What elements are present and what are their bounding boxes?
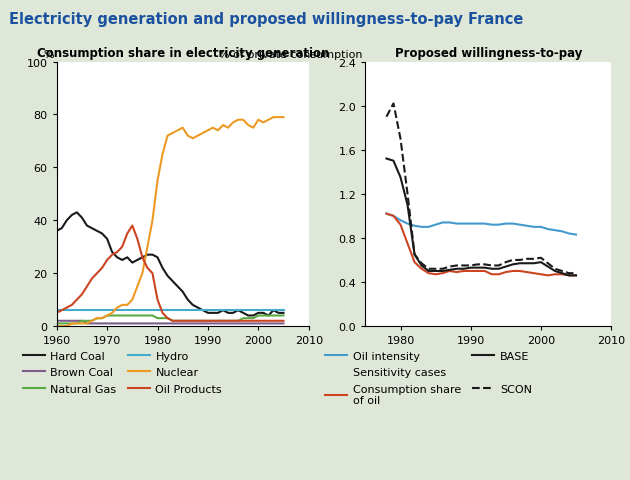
Text: % of private consumption: % of private consumption <box>219 50 363 60</box>
Title: Proposed willingness-to-pay: Proposed willingness-to-pay <box>394 47 582 60</box>
Legend: Oil intensity, Sensitivity cases, Consumption share
of oil, BASE, , SCON: Oil intensity, Sensitivity cases, Consum… <box>321 347 536 410</box>
Text: Electricity generation and proposed willingness-to-pay France: Electricity generation and proposed will… <box>9 12 524 27</box>
Legend: Hard Coal, Brown Coal, Natural Gas, Hydro, Nuclear, Oil Products: Hard Coal, Brown Coal, Natural Gas, Hydr… <box>18 347 226 398</box>
Text: %: % <box>43 50 54 60</box>
Title: Consumption share in electricity generation: Consumption share in electricity generat… <box>37 47 329 60</box>
